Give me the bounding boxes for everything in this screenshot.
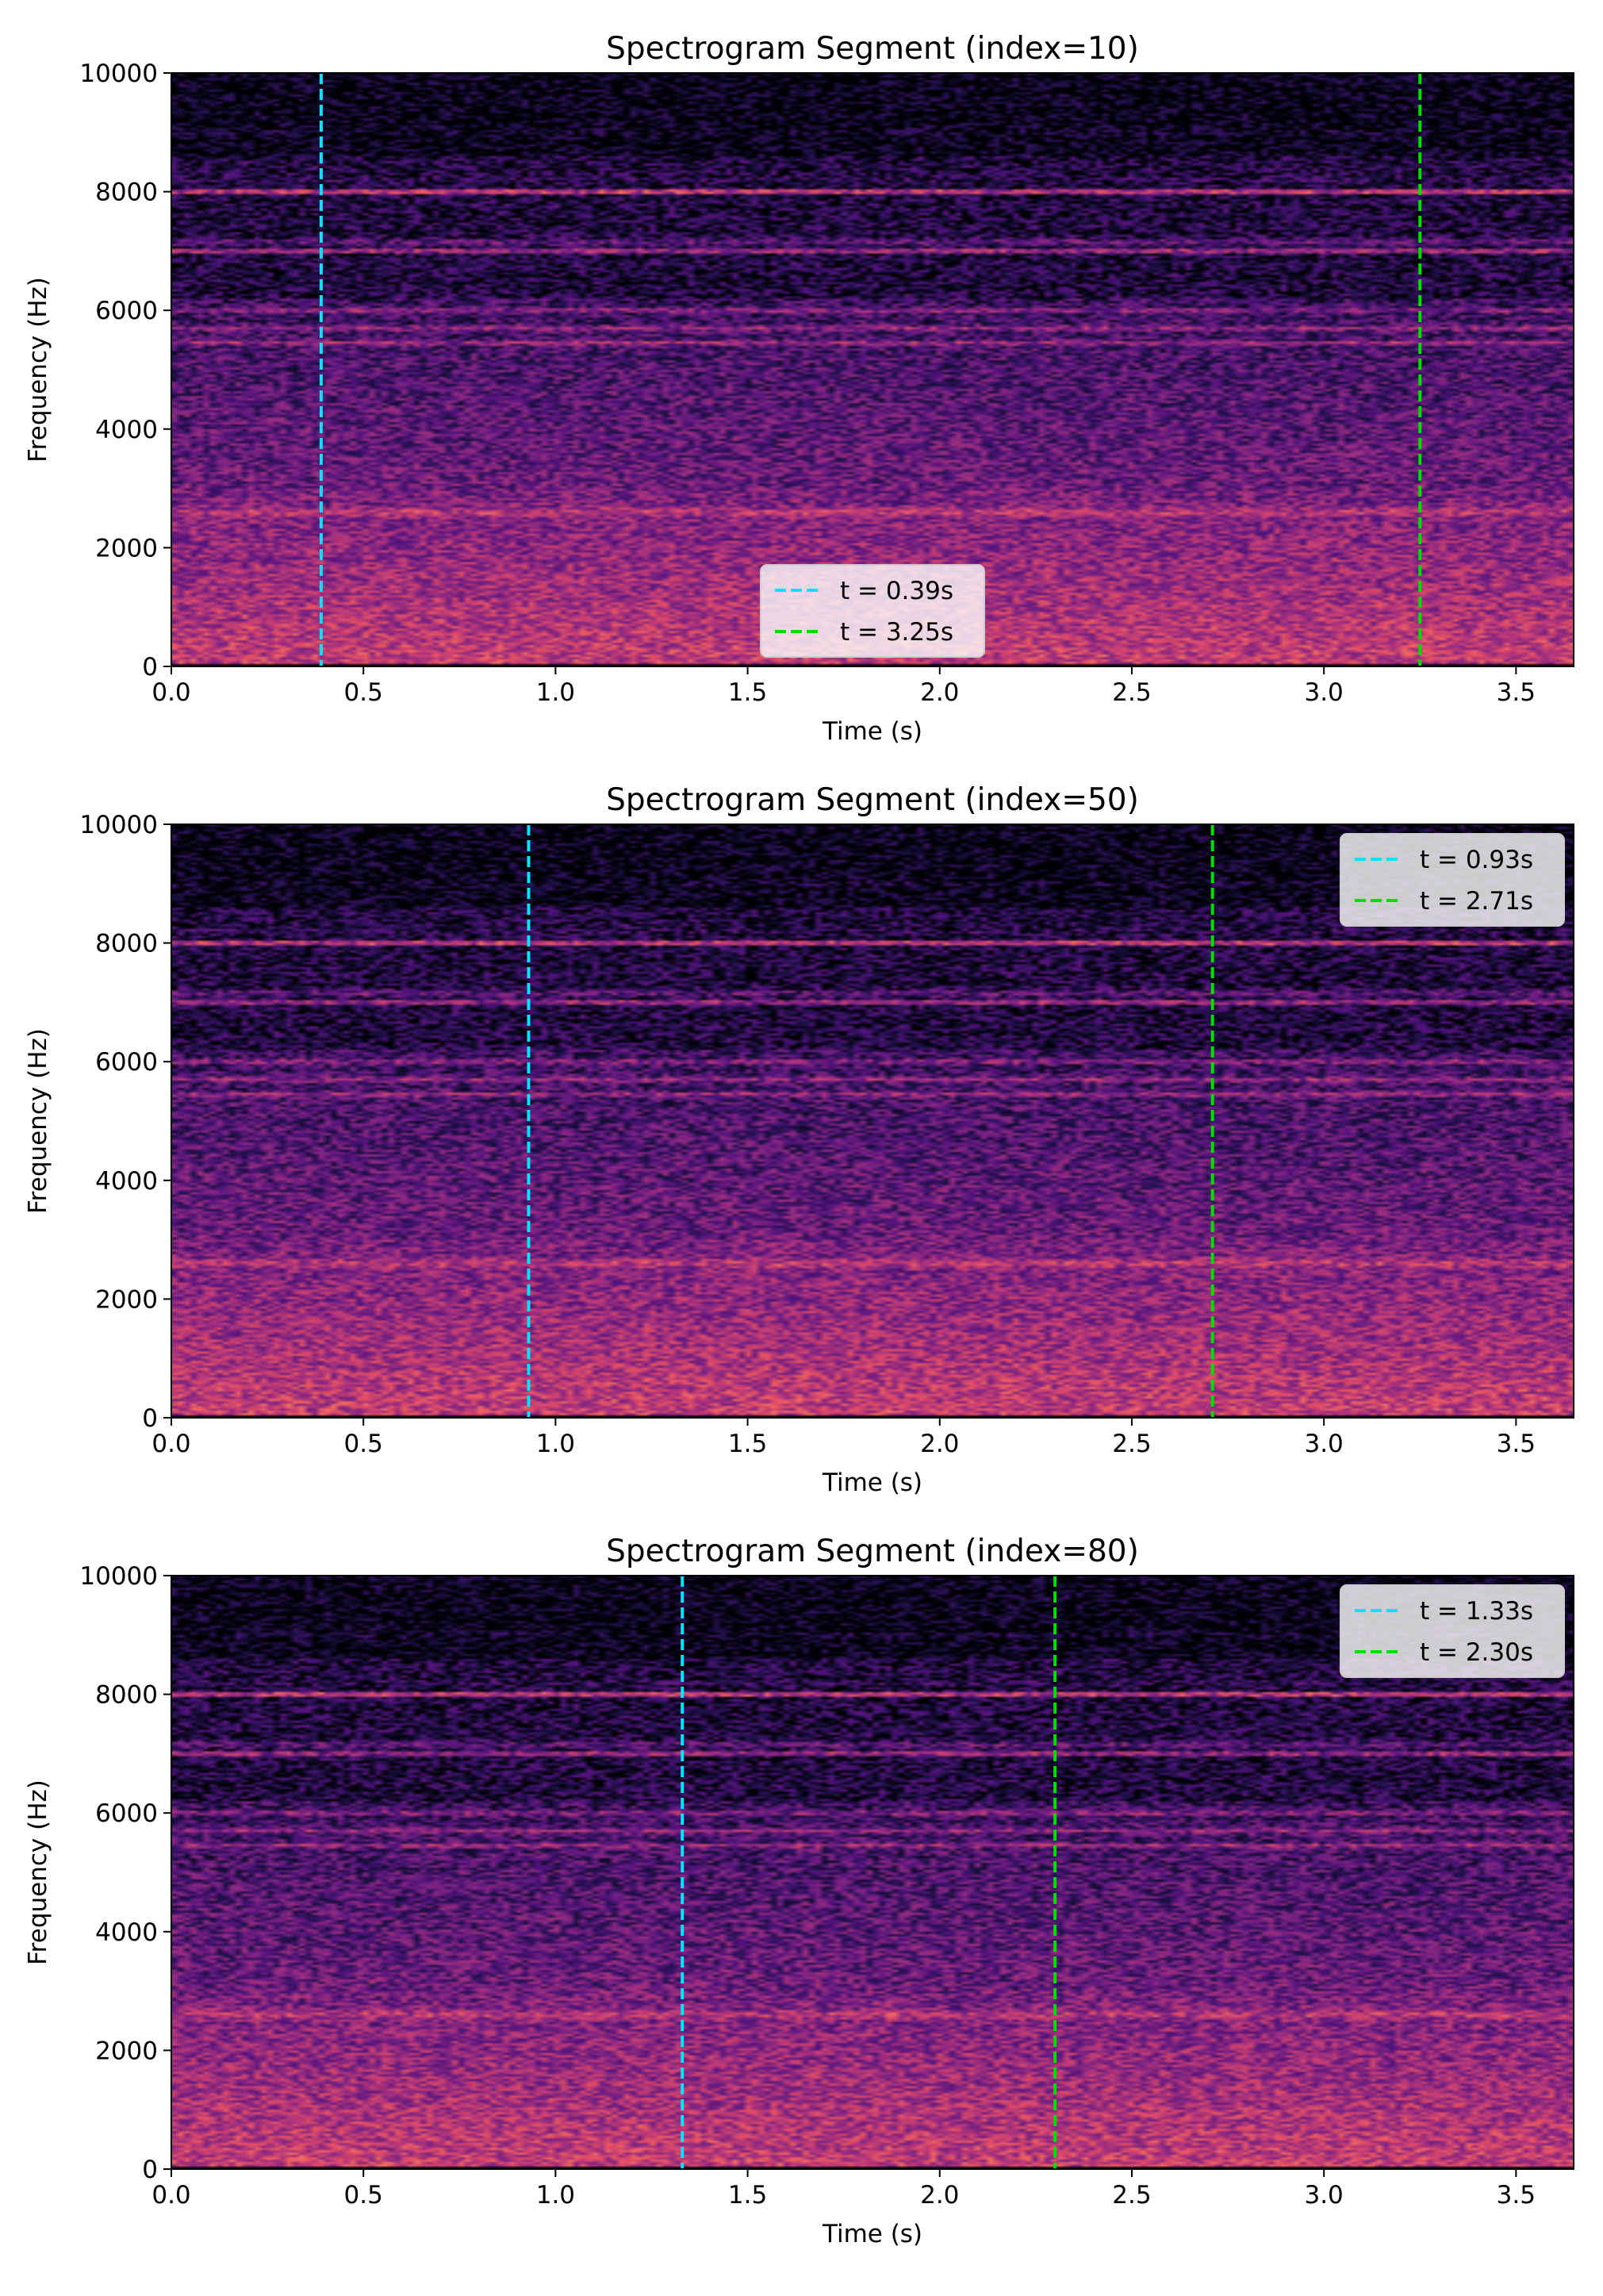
x-tick-label: 3.5 — [1497, 2181, 1536, 2210]
x-tick-label: 1.0 — [536, 678, 575, 707]
y-tick-label: 2000 — [95, 1285, 158, 1314]
x-tick-label: 1.5 — [728, 678, 767, 707]
y-tick-label: 8000 — [95, 930, 158, 958]
panel-title: Spectrogram Segment (index=50) — [606, 782, 1139, 818]
x-tick-label: 3.0 — [1304, 678, 1343, 707]
x-tick-label: 0.5 — [344, 1430, 383, 1458]
legend-label: t = 2.71s — [1420, 887, 1533, 916]
y-tick-label: 6000 — [95, 1048, 158, 1077]
spectrogram-heatmap — [171, 1576, 1574, 2169]
panel-1: 0.0 0.5 1.0 1.5 2.0 2.5 3.0 3.5 0 2000 4000 6000 800… — [24, 31, 1574, 746]
x-tick-label: 3.0 — [1304, 1430, 1343, 1458]
y-tick-label: 8000 — [95, 1681, 158, 1710]
y-tick-label: 0 — [142, 653, 158, 682]
plot-frame — [171, 1575, 1574, 2170]
legend: t = 0.39s t = 3.25s — [760, 564, 985, 658]
y-tick-label: 10000 — [79, 811, 158, 839]
panel-title: Spectrogram Segment (index=80) — [606, 1534, 1139, 1569]
y-tick-label: 0 — [142, 2156, 158, 2184]
x-tick-label: 3.5 — [1497, 1430, 1536, 1458]
legend-label: t = 1.33s — [1420, 1597, 1533, 1626]
y-axis-label: Frequency (Hz) — [24, 1028, 52, 1214]
x-tick-label: 2.5 — [1112, 678, 1151, 707]
y-tick-label: 6000 — [95, 297, 158, 325]
legend-box — [760, 564, 985, 658]
y-tick-label: 8000 — [95, 179, 158, 207]
x-tick-label: 2.5 — [1112, 2181, 1151, 2210]
legend-box — [1340, 1584, 1565, 1678]
panel-2: 0.0 0.5 1.0 1.5 2.0 2.5 3.0 3.5 0 2000 4000 6000 800… — [24, 782, 1574, 1497]
y-tick-label: 4000 — [95, 1167, 158, 1196]
y-tick-label: 4000 — [95, 416, 158, 444]
panel-3: 0.0 0.5 1.0 1.5 2.0 2.5 3.0 3.5 0 2000 4000 6000 800… — [24, 1534, 1574, 2248]
y-axis-label: Frequency (Hz) — [24, 277, 52, 463]
plot-frame — [171, 72, 1574, 667]
y-axis-label: Frequency (Hz) — [24, 1780, 52, 1965]
x-tick-label: 0.0 — [151, 678, 190, 707]
x-tick-label: 1.0 — [536, 2181, 575, 2210]
legend-label: t = 2.30s — [1420, 1638, 1533, 1667]
legend: t = 1.33s t = 2.30s — [1340, 1584, 1565, 1678]
x-tick-label: 1.5 — [728, 1430, 767, 1458]
legend-label: t = 0.39s — [840, 577, 953, 605]
panel-title: Spectrogram Segment (index=10) — [606, 31, 1139, 67]
legend-box — [1340, 833, 1565, 927]
y-tick-label: 0 — [142, 1404, 158, 1433]
x-tick-label: 1.5 — [728, 2181, 767, 2210]
y-tick-label: 4000 — [95, 1918, 158, 1947]
y-tick-label: 10000 — [79, 1562, 158, 1591]
x-tick-label: 0.0 — [151, 1430, 190, 1458]
y-tick-label: 10000 — [79, 60, 158, 88]
x-tick-label: 0.0 — [151, 2181, 190, 2210]
legend-label: t = 3.25s — [840, 618, 953, 647]
x-tick-label: 1.0 — [536, 1430, 575, 1458]
x-axis-label: Time (s) — [822, 2220, 922, 2248]
legend: t = 0.93s t = 2.71s — [1340, 833, 1565, 927]
spectrogram-heatmap — [171, 824, 1574, 1418]
x-tick-label: 0.5 — [344, 678, 383, 707]
plot-frame — [171, 824, 1574, 1419]
x-tick-label: 3.0 — [1304, 2181, 1343, 2210]
x-tick-label: 2.5 — [1112, 1430, 1151, 1458]
y-tick-label: 2000 — [95, 534, 158, 562]
legend-label: t = 0.93s — [1420, 846, 1533, 874]
x-axis-label: Time (s) — [822, 1469, 922, 1497]
x-tick-label: 0.5 — [344, 2181, 383, 2210]
x-tick-label: 3.5 — [1497, 678, 1536, 707]
x-axis-label: Time (s) — [822, 717, 922, 746]
x-tick-label: 2.0 — [920, 1430, 959, 1458]
y-tick-label: 2000 — [95, 2037, 158, 2065]
y-tick-label: 6000 — [95, 1799, 158, 1828]
x-tick-label: 2.0 — [920, 2181, 959, 2210]
x-tick-label: 2.0 — [920, 678, 959, 707]
